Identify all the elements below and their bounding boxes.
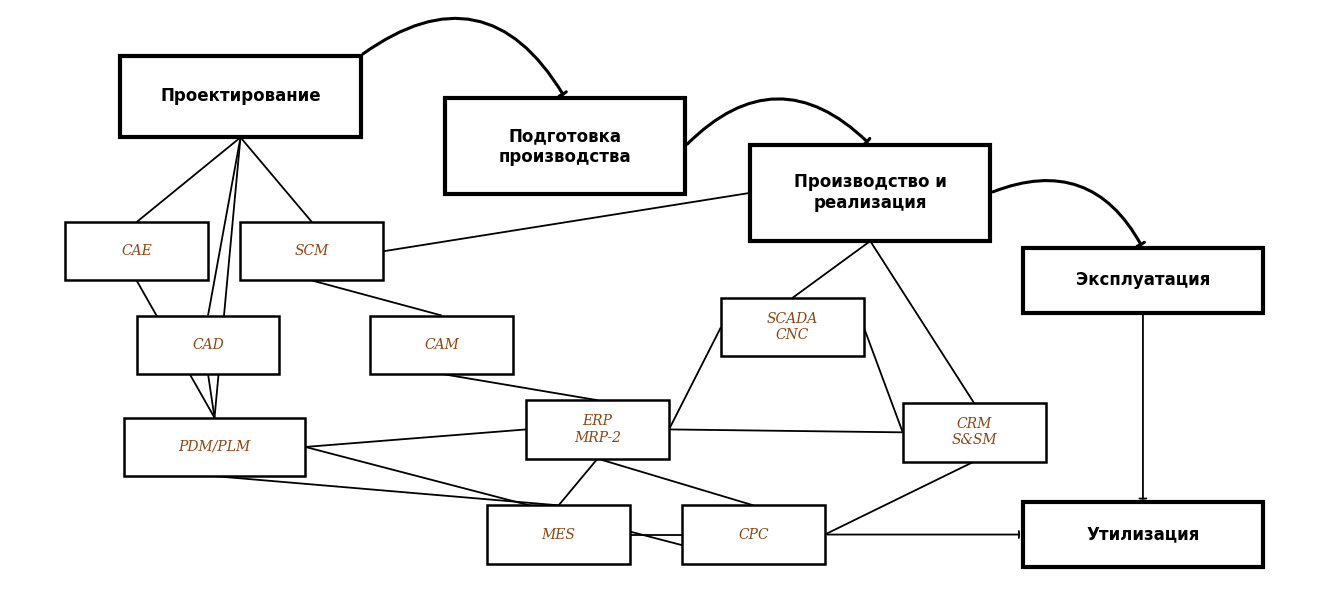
Text: PDM/PLM: PDM/PLM <box>179 440 250 454</box>
Text: Утилизация: Утилизация <box>1086 526 1199 544</box>
Text: CAE: CAE <box>121 244 152 258</box>
Text: ERP
MRP-2: ERP MRP-2 <box>574 414 621 445</box>
FancyBboxPatch shape <box>136 315 280 374</box>
FancyBboxPatch shape <box>1023 249 1263 313</box>
Text: Эксплуатация: Эксплуатация <box>1076 271 1210 290</box>
FancyBboxPatch shape <box>682 505 824 564</box>
FancyBboxPatch shape <box>721 298 864 356</box>
Text: CRM
S&SM: CRM S&SM <box>951 417 996 448</box>
FancyBboxPatch shape <box>1023 502 1263 567</box>
Text: CAM: CAM <box>424 338 460 352</box>
FancyBboxPatch shape <box>241 222 383 281</box>
Text: CAD: CAD <box>192 338 224 352</box>
FancyBboxPatch shape <box>526 401 669 459</box>
FancyBboxPatch shape <box>123 418 305 476</box>
Text: MES: MES <box>542 527 575 542</box>
Text: SCADA
CNC: SCADA CNC <box>767 312 818 342</box>
FancyBboxPatch shape <box>750 145 990 241</box>
FancyBboxPatch shape <box>65 222 208 281</box>
FancyBboxPatch shape <box>445 98 685 194</box>
FancyBboxPatch shape <box>902 403 1045 461</box>
Text: Подготовка
производства: Подготовка производства <box>498 127 632 166</box>
Text: CPC: CPC <box>738 527 768 542</box>
Text: SCM: SCM <box>294 244 329 258</box>
Text: Производство и
реализация: Производство и реализация <box>794 173 946 212</box>
FancyBboxPatch shape <box>371 315 513 374</box>
FancyBboxPatch shape <box>121 55 360 138</box>
Text: Проектирование: Проектирование <box>160 88 321 105</box>
FancyBboxPatch shape <box>488 505 631 564</box>
